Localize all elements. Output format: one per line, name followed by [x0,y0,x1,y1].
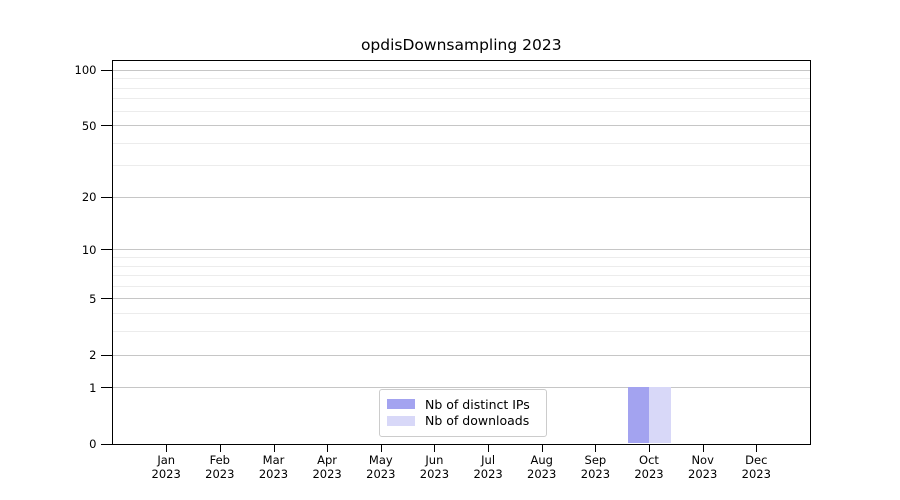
major-gridline [112,196,810,198]
minor-gridline [112,275,810,277]
major-gridline [112,354,810,356]
minor-gridline [112,285,810,287]
major-gridline [112,249,810,251]
major-gridline [112,298,810,300]
x-tick-label: Jul 2023 [473,453,502,482]
y-tick-mark [100,196,113,198]
x-tick-label: Apr 2023 [312,453,341,482]
x-tick-month: Mar [262,452,285,467]
x-tick-month: May [368,452,393,467]
x-tick-month: Aug [530,452,553,467]
x-tick-year: 2023 [419,467,450,481]
x-tick-month: Jun [425,452,444,467]
legend-item: Nb of distinct IPs [387,396,537,413]
major-gridline [112,387,810,389]
x-tick-month: Sep [584,452,607,467]
x-tick-month: Jan [157,452,176,467]
x-tick-month: Feb [209,452,230,467]
major-gridline [112,125,810,127]
bar-nb-of-distinct-ips [627,387,649,444]
right-spine [810,60,811,445]
minor-gridline [112,98,810,100]
legend-swatch [387,399,415,410]
x-tick-year: 2023 [473,467,503,481]
x-tick-mark [273,444,275,452]
left-spine [111,60,113,445]
legend-label: Nb of distinct IPs [425,396,530,412]
x-tick-month: Oct [639,452,659,467]
major-gridline [112,69,810,71]
y-tick-label: 20 [81,190,97,205]
x-tick-year: 2023 [205,467,235,481]
y-tick-label: 5 [89,291,97,306]
x-tick-mark [756,444,758,452]
plot-area [112,61,810,444]
x-tick-mark [595,444,597,452]
x-tick-label: May 2023 [366,453,395,482]
minor-gridline [112,78,810,80]
x-tick-mark [541,444,543,452]
minor-gridline [112,165,810,167]
x-tick-label: Feb 2023 [205,453,234,482]
minor-gridline [112,313,810,315]
x-tick-mark [702,444,704,452]
x-tick-mark [488,444,490,452]
x-tick-mark [380,444,382,452]
x-tick-year: 2023 [312,467,342,481]
x-tick-month: Nov [691,452,714,467]
y-tick-label: 0 [89,437,97,451]
y-tick-label: 100 [74,63,97,78]
x-tick-mark [434,444,436,452]
y-tick-mark [100,298,113,300]
x-tick-mark [219,444,221,452]
x-tick-year: 2023 [688,467,718,481]
y-tick-mark [100,125,113,127]
y-tick-label: 10 [81,242,97,257]
y-tick-label: 1 [89,380,97,395]
y-tick-label: 2 [89,348,97,362]
bottom-spine [112,443,811,445]
x-tick-year: 2023 [366,467,396,481]
y-tick-label: 50 [81,118,97,133]
legend-label: Nb of downloads [425,413,530,429]
x-tick-mark [327,444,329,452]
x-tick-mark [166,444,168,452]
x-tick-label: Sep 2023 [581,453,610,482]
chart-title: opdisDownsampling 2023 [360,36,562,54]
x-tick-month: Apr [317,452,338,467]
x-tick-year: 2023 [741,467,771,481]
minor-gridline [112,87,810,89]
x-tick-mark [649,444,650,452]
minor-gridline [112,265,810,267]
y-tick-mark [100,249,113,251]
x-tick-label: Jan 2023 [152,453,181,482]
minor-gridline [112,110,810,112]
x-tick-year: 2023 [258,467,289,481]
x-tick-month: Dec [745,452,768,467]
legend-swatch [387,415,415,426]
minor-gridline [112,257,810,258]
x-tick-month: Jul [481,452,496,467]
x-tick-year: 2023 [151,467,181,481]
x-tick-label: Jun 2023 [420,453,449,482]
x-tick-label: Aug 2023 [527,453,556,482]
legend: Nb of distinct IPs Nb of downloads [379,389,547,437]
x-tick-label: Mar 2023 [259,453,288,482]
x-tick-label: Nov 2023 [688,453,717,482]
x-tick-label: Dec 2023 [742,453,771,482]
bar-nb-of-downloads [649,387,671,444]
x-tick-year: 2023 [527,467,557,481]
x-tick-year: 2023 [580,467,611,481]
minor-gridline [112,331,810,333]
y-tick-mark [100,387,113,389]
x-tick-label: Oct 2023 [634,453,663,482]
y-tick-mark [100,69,113,71]
y-tick-mark [100,354,113,356]
x-tick-year: 2023 [634,467,664,481]
top-spine [112,60,811,61]
y-tick-mark [100,443,113,445]
legend-item: Nb of downloads [387,413,537,430]
minor-gridline [112,142,810,144]
